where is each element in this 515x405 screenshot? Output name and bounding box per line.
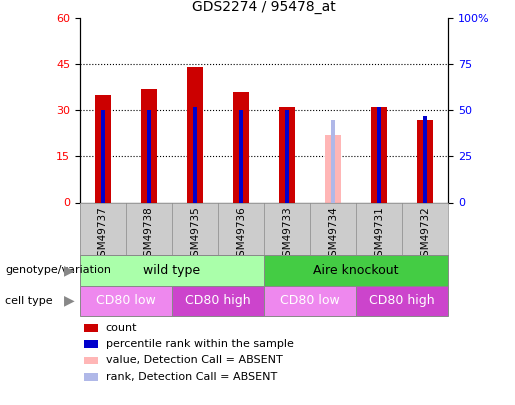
Bar [264,286,356,316]
Bar [83,340,98,348]
Bar [417,119,433,202]
Text: CD80 low: CD80 low [96,294,156,307]
Text: CD80 low: CD80 low [280,294,340,307]
Text: GSM49735: GSM49735 [190,207,200,264]
Bar [172,286,264,316]
Bar [423,116,427,202]
Text: wild type: wild type [143,264,200,277]
Text: GSM49732: GSM49732 [420,207,430,264]
Bar [331,119,335,202]
Bar [264,255,448,286]
Text: count: count [106,323,137,333]
Bar [239,111,243,202]
Bar [187,67,203,202]
Text: CD80 high: CD80 high [185,294,251,307]
Text: rank, Detection Call = ABSENT: rank, Detection Call = ABSENT [106,372,277,382]
Bar [80,255,264,286]
Text: GSM49733: GSM49733 [282,207,292,264]
Bar [83,373,98,381]
Bar [279,107,295,202]
Bar [325,135,341,202]
Text: GSM49731: GSM49731 [374,207,384,264]
Text: GSM49737: GSM49737 [98,207,108,264]
Text: GSM49738: GSM49738 [144,207,154,264]
Text: cell type: cell type [5,296,53,306]
Title: GDS2274 / 95478_at: GDS2274 / 95478_at [192,0,336,15]
Text: ▶: ▶ [64,263,75,277]
Bar [147,111,151,202]
Bar [141,89,157,202]
Bar [371,107,387,202]
Bar [233,92,249,202]
Bar [95,95,111,202]
Text: GSM49736: GSM49736 [236,207,246,264]
Text: CD80 high: CD80 high [369,294,435,307]
Text: ▶: ▶ [64,294,75,308]
Bar [83,324,98,332]
Bar [83,356,98,364]
Text: genotype/variation: genotype/variation [5,265,111,275]
Bar [80,286,172,316]
Bar [101,111,105,202]
Text: value, Detection Call = ABSENT: value, Detection Call = ABSENT [106,356,282,365]
Text: percentile rank within the sample: percentile rank within the sample [106,339,294,349]
Bar [356,286,448,316]
Text: GSM49734: GSM49734 [328,207,338,264]
Text: Aire knockout: Aire knockout [313,264,399,277]
Bar [377,107,381,202]
Bar [193,107,197,202]
Bar [285,111,289,202]
